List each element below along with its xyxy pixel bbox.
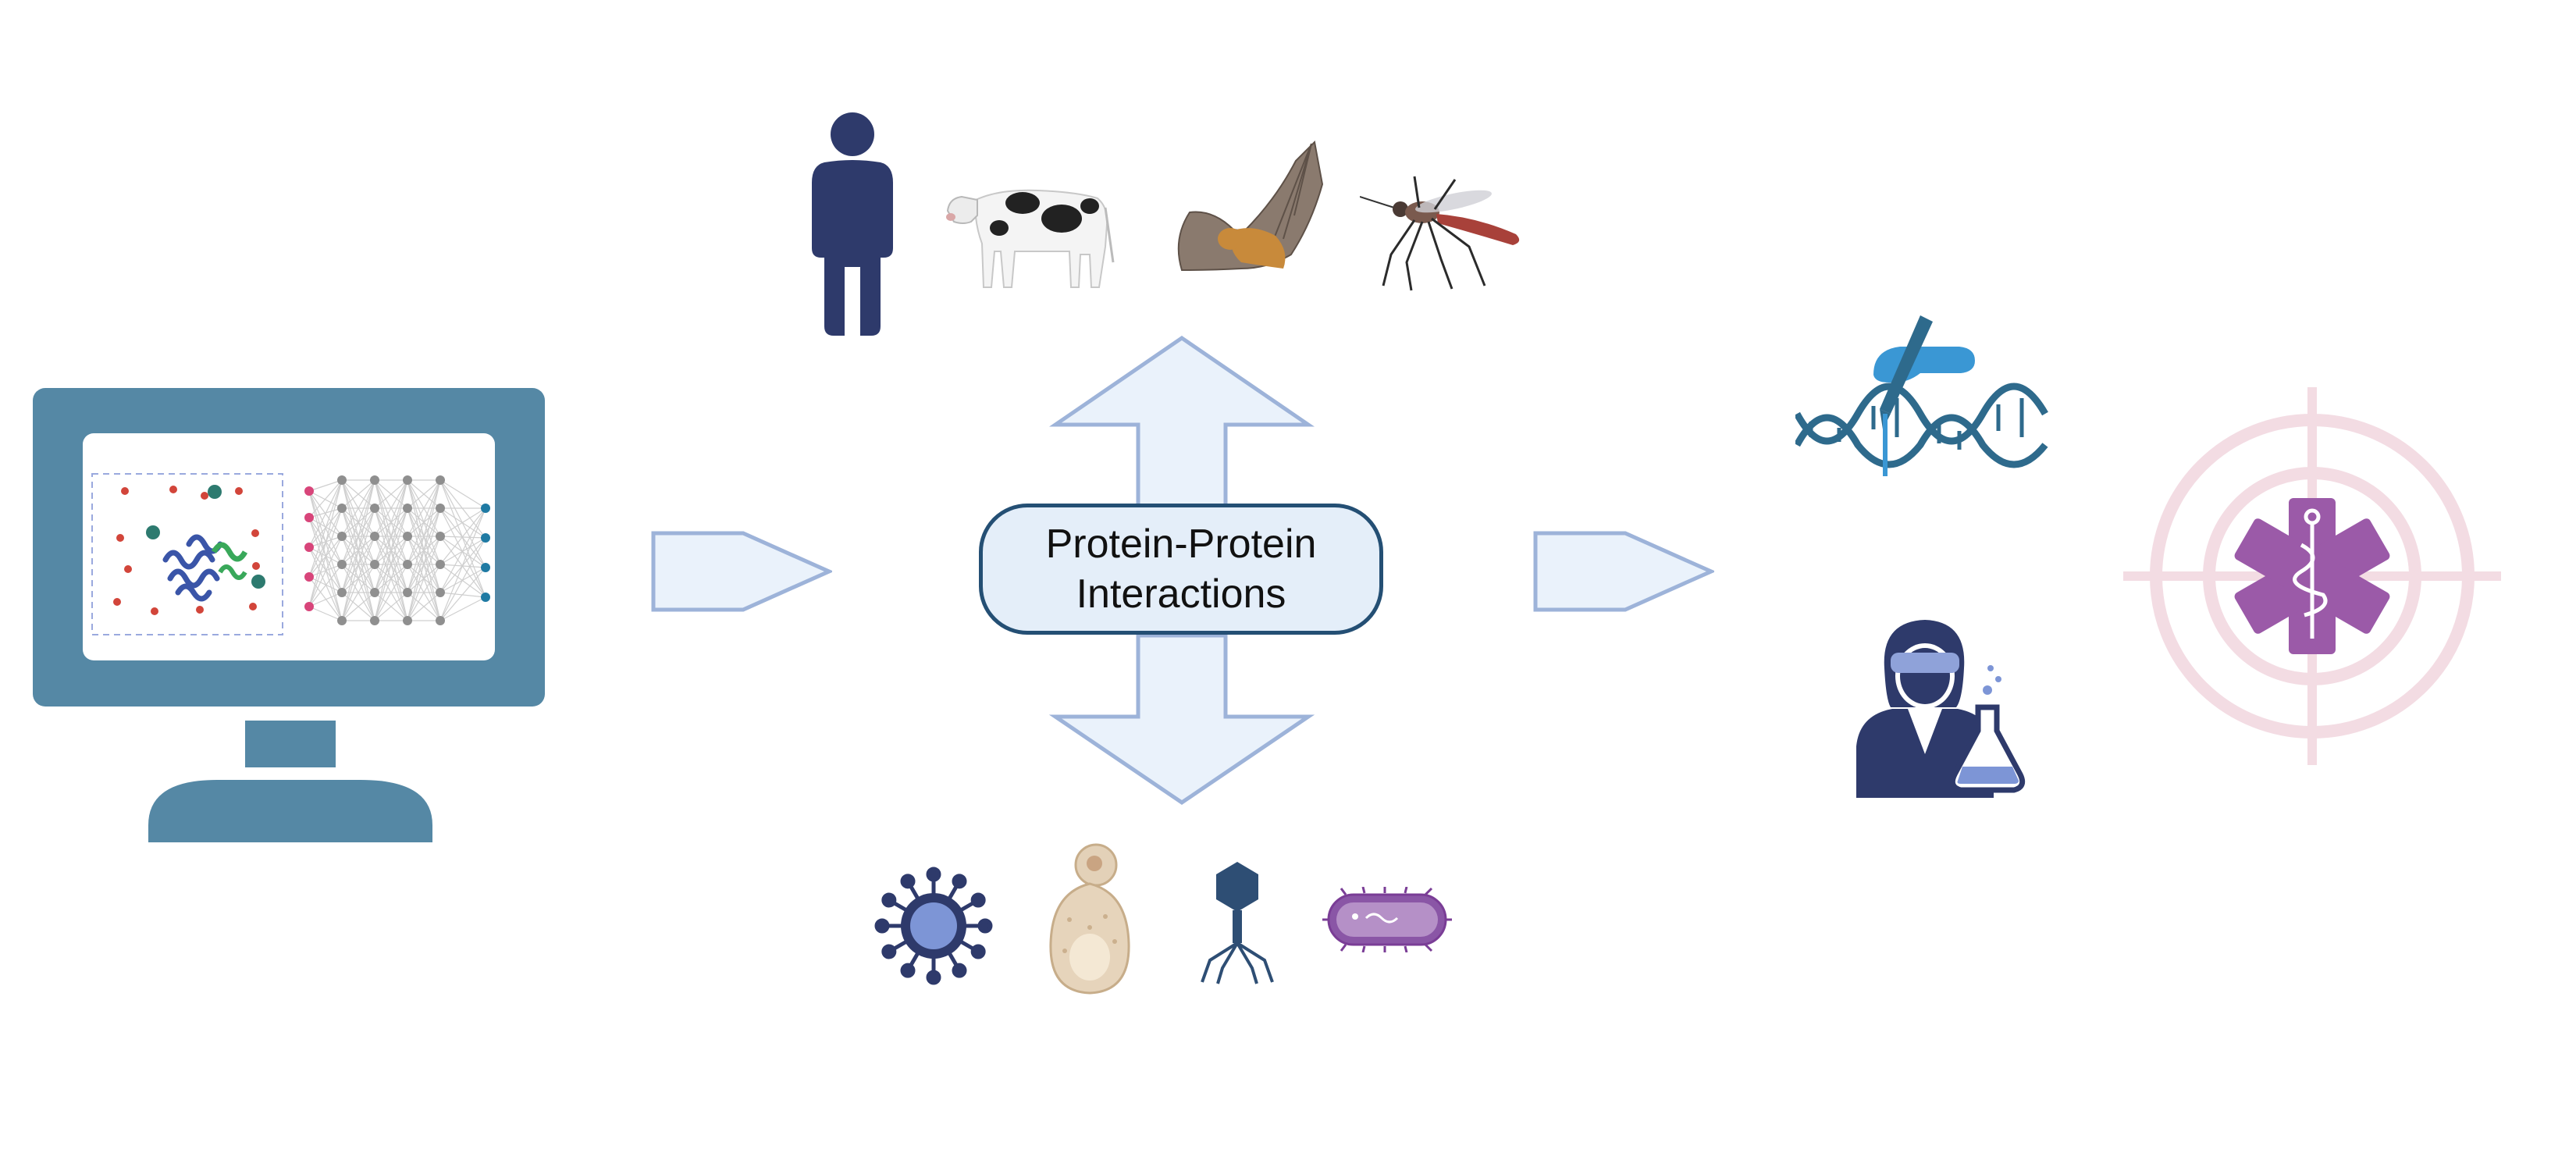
mosquito-icon xyxy=(1360,169,1539,294)
yeast-icon xyxy=(1046,842,1133,995)
bat-icon xyxy=(1166,137,1329,281)
left-flow-arrow xyxy=(651,531,832,612)
bacteriophage-icon xyxy=(1194,859,1280,985)
drug-target-icon xyxy=(2120,384,2504,768)
virus-icon xyxy=(873,865,994,987)
dna-editing-icon xyxy=(1795,312,2061,478)
human-icon xyxy=(809,111,896,337)
scientist-icon xyxy=(1853,614,2031,798)
right-flow-arrow xyxy=(1533,531,1714,612)
center-label-line2: Interactions xyxy=(1076,571,1286,617)
up-arrow xyxy=(1049,336,1315,507)
down-arrow xyxy=(1049,634,1315,806)
protein-protein-interactions-label: Protein-Protein Interactions xyxy=(979,504,1383,635)
bacterium-icon xyxy=(1322,887,1452,952)
cow-icon xyxy=(945,176,1119,294)
center-label-line1: Protein-Protein xyxy=(1045,521,1317,567)
monitor-neural-network-icon xyxy=(33,388,548,845)
